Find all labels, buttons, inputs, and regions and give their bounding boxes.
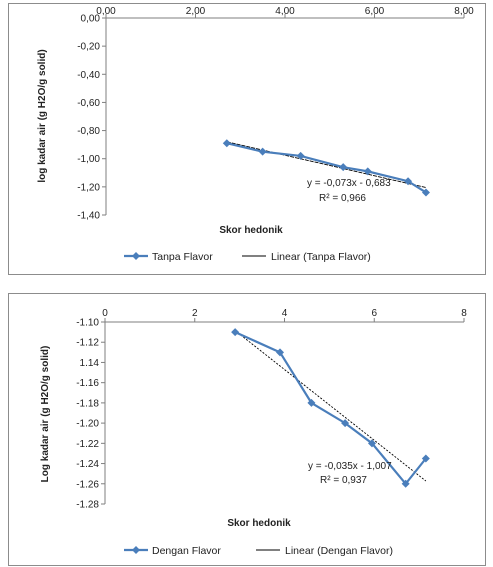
y-tick-label: -1,20	[77, 182, 100, 193]
legend-series-marker	[132, 252, 140, 260]
data-point-marker	[421, 454, 430, 463]
y-tick-label: -1.10	[76, 318, 99, 329]
trendline	[234, 330, 427, 482]
y-tick-label: -0,40	[77, 70, 100, 81]
y-tick-label: -1.12	[76, 338, 99, 349]
x-tick-label: 8	[461, 308, 467, 319]
legend-series-marker	[132, 546, 140, 554]
y-tick-label: 0,00	[81, 14, 101, 25]
legend-trendline-label: Linear (Tanpa Flavor)	[271, 251, 371, 263]
data-point-marker	[401, 479, 410, 488]
data-point-marker	[307, 398, 316, 407]
x-tick-label: 6,00	[365, 6, 385, 17]
x-tick-label: 4,00	[275, 6, 295, 17]
trendline-equation: y = -0,073x - 0,683	[307, 178, 391, 189]
trendline-r-squared: R² = 0,937	[320, 475, 367, 486]
x-tick-label: 4	[282, 308, 288, 319]
legend-series-label: Dengan Flavor	[152, 545, 221, 557]
y-tick-label: -1,00	[77, 154, 100, 165]
y-tick-label: -1.20	[76, 419, 99, 430]
y-axis-title: log kadar air (g H2O/g solid)	[37, 49, 48, 182]
data-point-marker	[339, 163, 348, 172]
trendline-equation: y = -0,035x - 1,007	[308, 461, 392, 472]
y-tick-label: 1.14	[80, 358, 100, 369]
x-tick-label: 8,00	[454, 6, 474, 17]
data-point-marker	[404, 177, 413, 186]
y-tick-label: -1,40	[77, 211, 100, 222]
y-tick-label: -1.28	[76, 500, 99, 511]
chart-panel-tanpa-flavor: 0,00 -0,20 -0,40 -0,60 -0,80 -1,00 -1,20 -1,40 0…	[8, 3, 486, 275]
legend-series-label: Tanpa Flavor	[152, 251, 213, 263]
chart-dengan-flavor: -1.10 -1.12 1.14 -1.16 -1.18 -1.20 -1.22 -1.24 -…	[40, 308, 467, 557]
data-point-marker	[368, 439, 377, 448]
trendline-r-squared: R² = 0,966	[319, 193, 366, 204]
data-point-marker	[421, 188, 430, 197]
y-tick-label: -0,20	[77, 42, 100, 53]
data-point-marker	[231, 328, 240, 337]
x-axis-title: Skor hedonik	[219, 225, 283, 236]
x-axis-title: Skor hedonik	[227, 518, 291, 529]
data-point-marker	[341, 419, 350, 428]
y-tick-label: -0,60	[77, 98, 100, 109]
data-point-marker	[276, 348, 285, 357]
x-tick-label: 2,00	[186, 6, 206, 17]
y-axis-title: Log kadar air (g H2O/g solid)	[40, 346, 51, 483]
y-tick-label: -1.24	[76, 459, 99, 470]
y-tick-label: -1.18	[76, 398, 99, 409]
x-tick-label: 2	[192, 308, 198, 319]
data-point-marker	[363, 167, 372, 176]
x-tick-label: 6	[371, 308, 377, 319]
y-tick-label: -1.16	[76, 378, 99, 389]
x-tick-label: 0	[102, 308, 108, 319]
data-point-marker	[222, 139, 231, 148]
trendline	[226, 141, 427, 188]
data-point-marker	[258, 147, 267, 156]
chart-panel-dengan-flavor: -1.10 -1.12 1.14 -1.16 -1.18 -1.20 -1.22 -1.24 -…	[8, 293, 486, 566]
data-point-marker	[296, 151, 305, 160]
x-tick-label: 0,00	[96, 6, 116, 17]
y-tick-label: -1.26	[76, 479, 99, 490]
y-tick-label: -0,80	[77, 126, 100, 137]
chart-tanpa-flavor: 0,00 -0,20 -0,40 -0,60 -0,80 -1,00 -1,20 -1,40 0…	[37, 6, 474, 263]
legend-trendline-label: Linear (Dengan Flavor)	[285, 545, 393, 557]
y-tick-label: -1.22	[76, 439, 99, 450]
